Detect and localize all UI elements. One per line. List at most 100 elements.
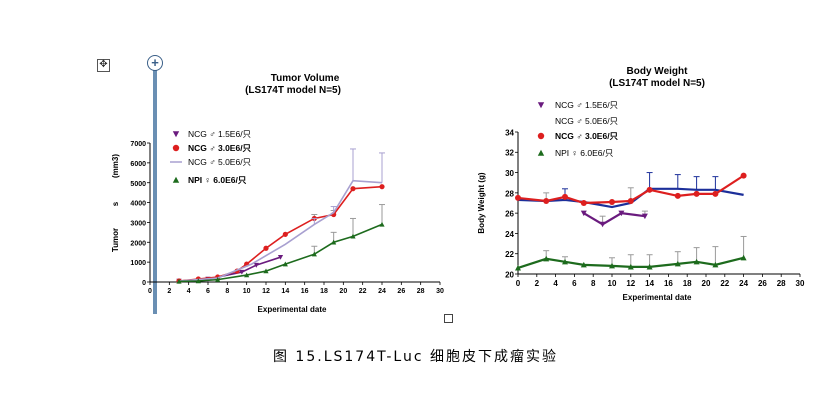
x-tick-label: 0	[148, 288, 152, 295]
legend-entry: NCG ♂ 3.0E6/只	[537, 131, 619, 141]
x-tick-label: 8	[225, 288, 229, 295]
legend-entry: NCG ♂ 1.5E6/只	[537, 100, 619, 110]
legend-marker	[537, 149, 545, 156]
data-point	[580, 261, 587, 268]
data-point	[618, 210, 625, 217]
data-point	[253, 262, 259, 268]
y-tick-label: 0	[142, 280, 146, 287]
legend: NCG ♂ 1.5E6/只 NCG ♂ 3.0E6/只 NCG ♂ 5.0E6/只 N…	[170, 129, 252, 185]
add-icon[interactable]: +	[147, 55, 163, 71]
resize-handle-icon[interactable]	[444, 314, 453, 323]
y-axis-unit: (mm3)	[111, 154, 120, 178]
legend-label: NCG ♂ 1.5E6/只	[555, 100, 619, 110]
y-tick-label: 26	[505, 210, 514, 219]
x-tick-label: 0	[516, 279, 521, 288]
data-point	[515, 194, 521, 201]
series-line	[583, 212, 646, 226]
x-tick-label: 8	[591, 279, 596, 288]
y-tick-label: 2000	[130, 240, 146, 247]
series	[178, 148, 385, 282]
x-tick-label: 24	[378, 288, 386, 295]
x-tick-label: 10	[243, 288, 251, 295]
data-point	[277, 254, 284, 260]
x-axis-label: Experimental date	[623, 293, 692, 302]
data-point	[740, 254, 747, 261]
x-tick-label: 2	[167, 288, 171, 295]
data-point	[543, 255, 550, 262]
x-tick-label: 28	[777, 279, 786, 288]
data-point	[311, 251, 317, 257]
y-tick-label: 20	[505, 270, 514, 279]
data-point	[215, 277, 221, 282]
data-point	[350, 186, 356, 192]
x-tick-label: 12	[262, 288, 270, 295]
x-tick-label: 10	[608, 279, 617, 288]
x-tick-label: 16	[664, 279, 673, 288]
data-point	[239, 269, 245, 275]
x-tick-label: 4	[553, 279, 558, 288]
chart-title: Tumor Volume	[271, 73, 340, 84]
y-axis-label: Tumor	[111, 228, 120, 252]
data-point	[674, 192, 681, 199]
legend-marker	[537, 132, 545, 140]
data-point	[646, 186, 653, 193]
plot-area	[515, 172, 747, 271]
x-tick-label: 12	[626, 279, 635, 288]
legend-entry: NCG ♂ 3.0E6/只	[172, 143, 252, 153]
move-handle-icon[interactable]: ✥	[97, 59, 110, 72]
y-tick-label: 5000	[130, 181, 146, 188]
data-point	[195, 278, 201, 284]
plot-area	[176, 148, 385, 284]
x-tick-label: 6	[572, 279, 577, 288]
data-point	[350, 233, 356, 239]
series	[515, 235, 747, 271]
data-point	[712, 261, 719, 268]
data-point	[641, 213, 648, 220]
legend-label: NCG ♂ 3.0E6/只	[188, 143, 252, 153]
data-point	[580, 200, 587, 206]
body-weight-chart: Body Weight (LS174T model N=5) NCG ♂ 1.5…	[477, 66, 805, 302]
x-tick-label: 14	[281, 288, 289, 295]
y-tick-label: 34	[505, 128, 514, 137]
data-point	[244, 272, 250, 278]
data-point	[282, 231, 288, 237]
y-tick-label: 1000	[130, 260, 146, 267]
resize-bar[interactable]	[153, 68, 157, 314]
chart-title: Body Weight	[627, 66, 689, 77]
y-tick-label: 32	[505, 149, 514, 158]
legend-label: NPI ♀ 6.0E6/只	[555, 148, 614, 158]
data-point	[379, 184, 385, 190]
y-tick-label: 4000	[130, 201, 146, 208]
data-point	[543, 197, 550, 204]
chart-subtitle: (LS174T model N=5)	[245, 85, 341, 96]
legend-entry: NPI ♀ 6.0E6/只	[172, 175, 247, 185]
y-tick-label: 30	[505, 169, 514, 178]
axes: 0 2 4 6 8 10 12 14 16 18 20 22 24 26 28 302022242628303…	[505, 128, 805, 288]
legend-label: NCG ♂ 5.0E6/只	[188, 157, 252, 167]
series	[580, 210, 648, 228]
x-tick-label: 30	[436, 288, 444, 295]
data-point	[282, 261, 288, 267]
data-point	[712, 190, 719, 197]
x-tick-label: 18	[320, 288, 328, 295]
data-point	[176, 278, 182, 284]
legend-entry: NCG ♂ 5.0E6/只	[555, 116, 619, 126]
data-point	[599, 221, 606, 228]
y-tick-label: 24	[505, 230, 514, 239]
x-tick-label: 2	[535, 279, 540, 288]
y-tick-label: 3000	[130, 221, 146, 228]
data-point	[515, 264, 521, 271]
data-point	[693, 258, 700, 265]
x-tick-label: 28	[417, 288, 425, 295]
x-axis-label: Experimental date	[258, 305, 327, 314]
legend-marker	[172, 131, 180, 138]
data-point	[646, 263, 653, 270]
series-line	[178, 185, 383, 282]
x-tick-label: 30	[796, 279, 805, 288]
series-line	[178, 179, 383, 282]
y-tick-label: 7000	[130, 141, 146, 148]
axes: 0 2 4 6 8 10 12 14 16 18 20 22 24 26 28 300100020003000…	[130, 141, 444, 295]
legend: NCG ♂ 1.5E6/只 NCG ♂ 5.0E6/只 NCG ♂ 3.0E6/只 N…	[537, 100, 619, 158]
data-point	[263, 245, 269, 251]
y-axis-label: Body Weight (g)	[477, 172, 486, 234]
